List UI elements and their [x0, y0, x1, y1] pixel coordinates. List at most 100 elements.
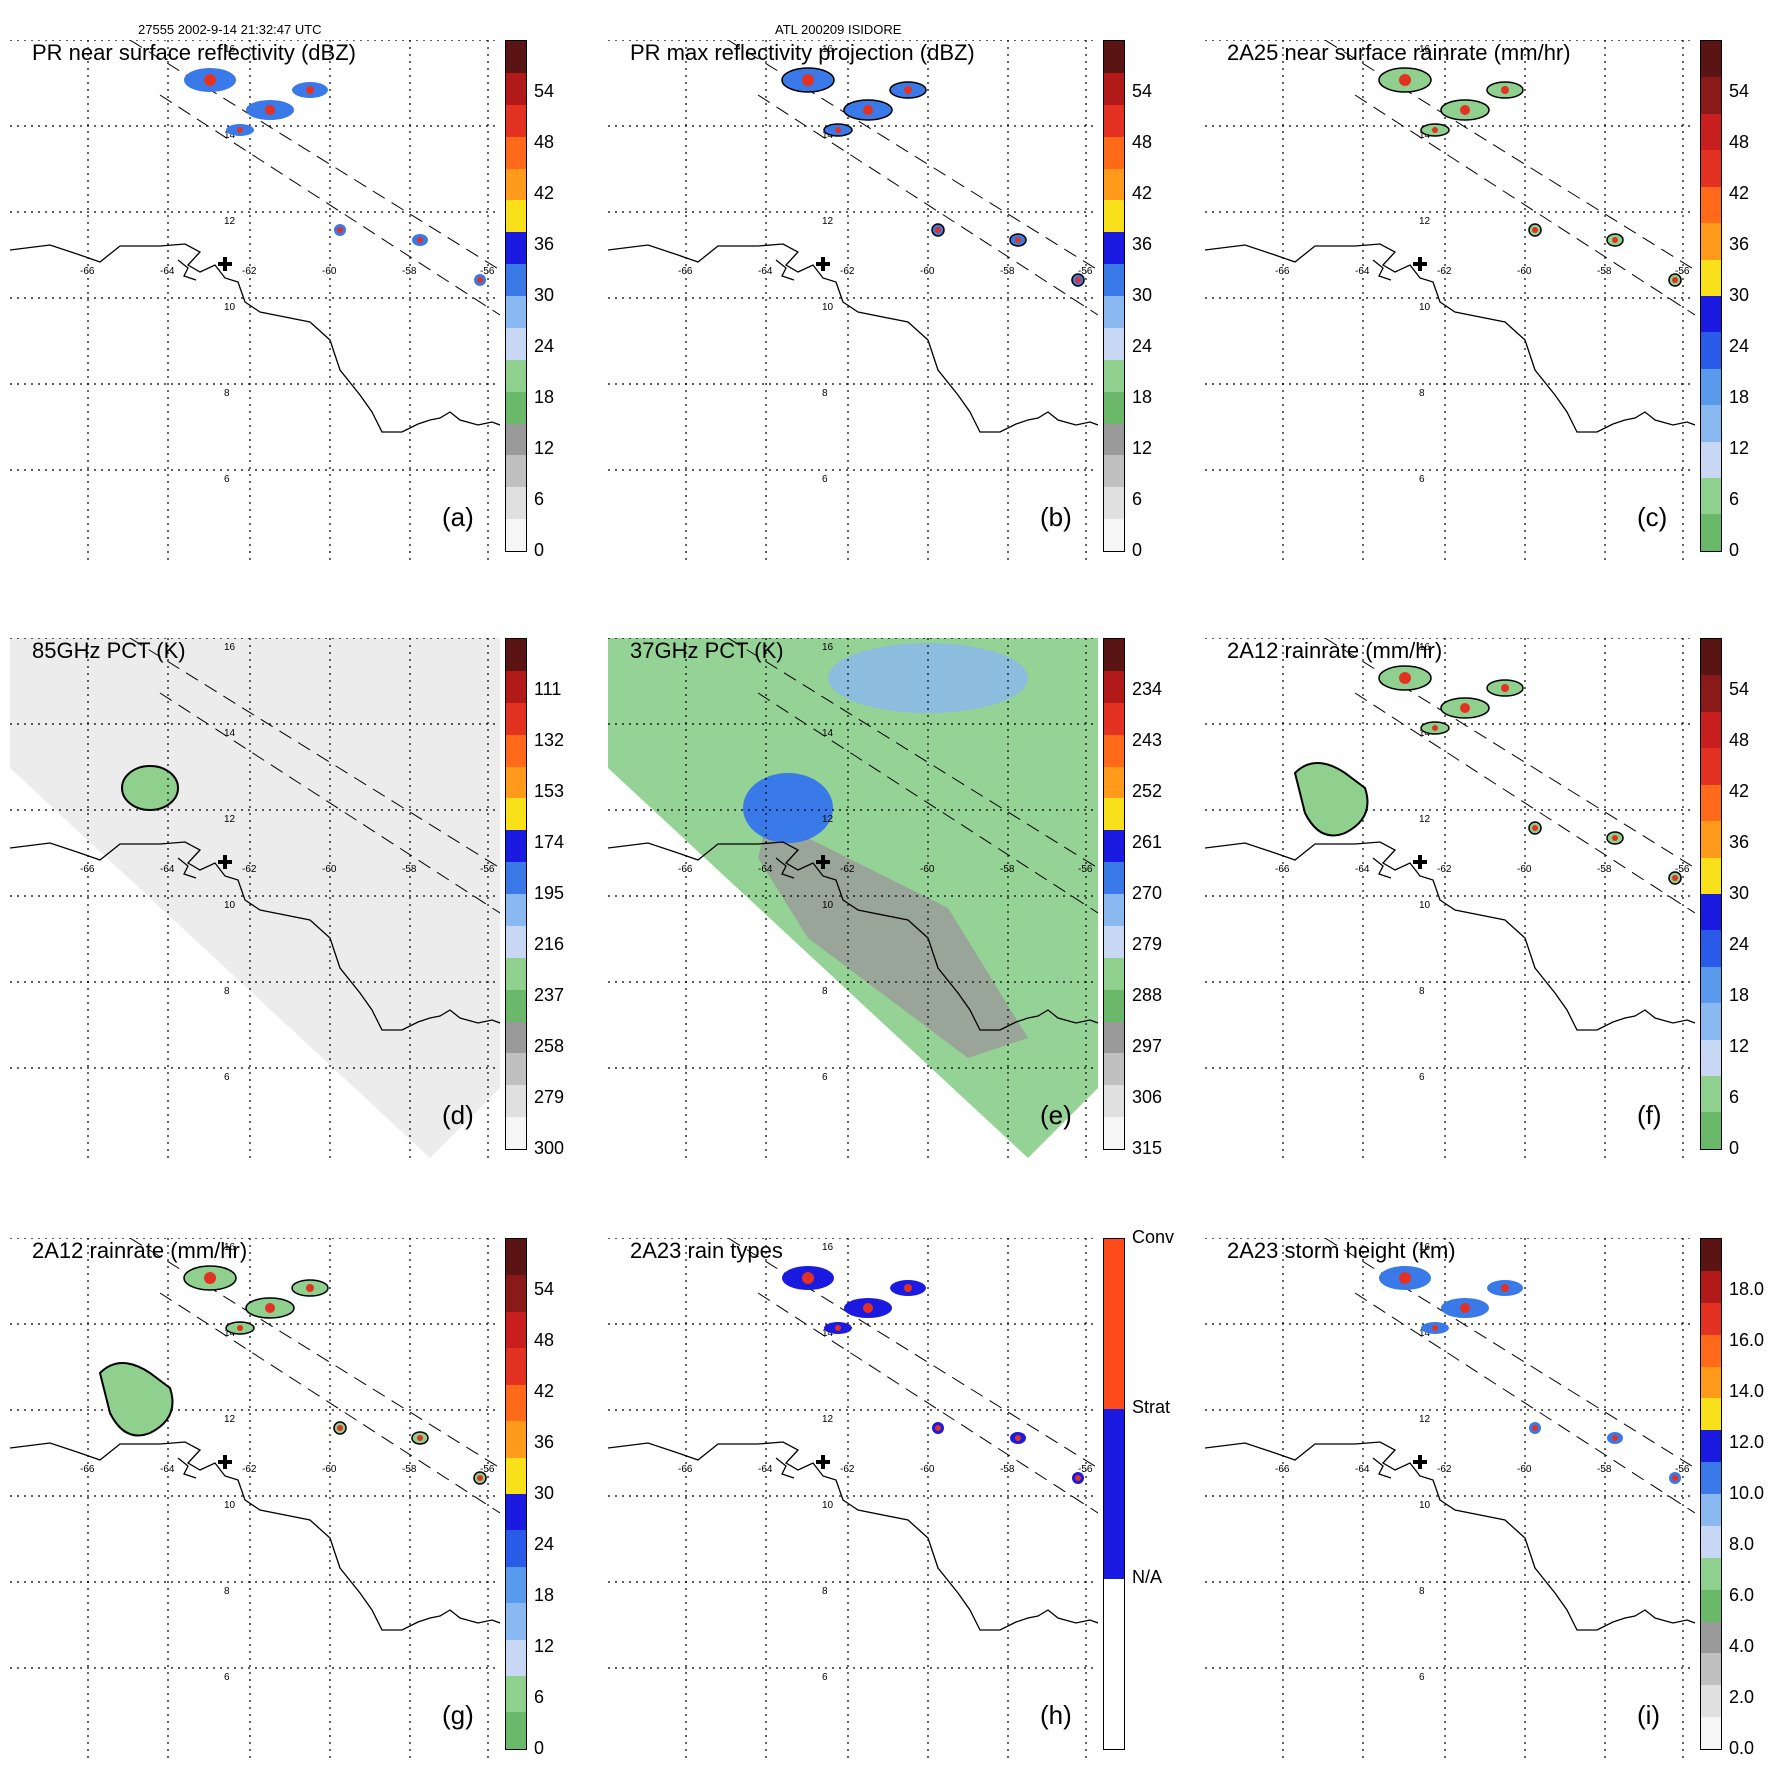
panel-title: 2A25 near surface rainrate (mm/hr)	[1227, 40, 1571, 65]
core-cell	[1399, 74, 1411, 86]
colorbar-swatch	[1701, 748, 1721, 785]
colorbar-swatch	[506, 894, 526, 926]
colorbar-swatch	[1104, 327, 1124, 360]
panel-title: 2A23 storm height (km)	[1227, 1238, 1456, 1263]
colorbar-swatch	[1701, 368, 1721, 406]
lon-label: -56	[480, 864, 495, 875]
core-cell	[337, 227, 343, 233]
coastline	[1205, 243, 1695, 433]
lon-label: -56	[1078, 1464, 1093, 1475]
panel-title: 2A23 rain types	[630, 1238, 783, 1263]
core-cell	[237, 1325, 243, 1331]
colorbar-tick-label: 16.0	[1729, 1330, 1765, 1350]
panel-title: 85GHz PCT (K)	[32, 638, 186, 663]
colorbar-swatch	[1701, 675, 1721, 712]
colorbar-tick-label: 234	[1132, 679, 1163, 699]
colorbar-tick-label: 0	[1729, 540, 1740, 560]
colorbar-tick-label: 18.0	[1729, 1279, 1765, 1299]
lon-label: -64	[1355, 266, 1370, 277]
colorbar-swatch	[1701, 223, 1721, 260]
storm-center-marker	[218, 1455, 232, 1469]
colorbar-swatch	[1104, 957, 1124, 990]
core-cell	[204, 1272, 216, 1284]
map-f: -66 -64 -62 -60 -58 -56 16 14 12 10 8 6	[1205, 638, 1695, 1158]
colorbar-swatch	[506, 702, 526, 735]
lon-label: -62	[840, 266, 855, 277]
colorbar-swatch	[506, 359, 526, 392]
colorbar-swatch	[1104, 232, 1124, 265]
colorbar-swatch	[506, 1239, 526, 1276]
colorbar-tick-label: 132	[534, 730, 565, 750]
lat-label: 6	[822, 1672, 828, 1683]
colorbar-swatch	[1104, 1579, 1124, 1749]
colorbar-tick-label: 36	[1132, 234, 1153, 254]
core-cell	[904, 1284, 912, 1292]
lat-label: 6	[224, 1072, 230, 1083]
lon-label: -58	[402, 864, 417, 875]
lat-label: 8	[822, 986, 828, 997]
core-cell	[1399, 672, 1411, 684]
colorbar-swatch	[1701, 186, 1721, 224]
colorbar-tick-label: 0	[1132, 540, 1143, 560]
colorbar-tick-label: 48	[1729, 132, 1750, 152]
colorbar-tick-label: 12	[1729, 1036, 1750, 1056]
core-cell	[204, 74, 216, 86]
lat-label: 16	[224, 44, 236, 55]
colorbar-tick-label: 18	[1729, 985, 1750, 1005]
panel-b: -66 -64 -62 -60 -58 -56 16 14 12 10 8 6 PR max refle…	[608, 40, 1168, 560]
core-cell	[863, 105, 873, 115]
lat-label: 16	[822, 642, 834, 653]
core-cell	[935, 227, 941, 233]
colorbar-swatch	[1104, 989, 1124, 1022]
colorbar-swatch	[506, 232, 526, 265]
panel-letter: (d)	[442, 1100, 474, 1130]
colorbar-swatch	[1104, 702, 1124, 735]
lon-label: -62	[242, 266, 257, 277]
panel-title: 2A12 rainrate (mm/hr)	[1227, 638, 1443, 663]
lat-label: 12	[224, 814, 236, 825]
lat-label: 8	[224, 388, 230, 399]
core-cell	[417, 1435, 423, 1441]
tmi-swath	[10, 638, 500, 1158]
lon-label: -58	[1000, 864, 1015, 875]
map-e: -66 -64 -62 -60 -58 -56 16 14 12 10 8 6	[608, 638, 1098, 1158]
colorbar-tick-label: 237	[534, 985, 565, 1005]
colorbar-swatch	[506, 104, 526, 137]
map-c: -66 -64 -62 -60 -58 -56 16 14 12 10 8 6	[1205, 40, 1695, 560]
lon-label: -62	[1437, 864, 1452, 875]
map-a: -66 -64 -62 -60 -58 -56 16 14 12 10 8 6	[10, 40, 500, 560]
core-cell	[1015, 237, 1021, 243]
colorbar-swatch	[1701, 1685, 1721, 1718]
colorbar-swatch	[1701, 1270, 1721, 1303]
colorbar-swatch	[506, 1676, 526, 1713]
core-cell	[306, 1284, 314, 1292]
colorbar-tick-label: 12	[534, 1636, 555, 1656]
colorbar-swatch	[506, 136, 526, 169]
colorbar-swatch	[1104, 925, 1124, 958]
colorbar-tick-label: 261	[1132, 832, 1163, 852]
panel-f: -66 -64 -62 -60 -58 -56 16 14 12 10 8 6 2A12 rainrat…	[1205, 638, 1765, 1158]
storm-center-marker	[816, 257, 830, 271]
core-cell	[1612, 835, 1618, 841]
colorbar-swatch	[1701, 441, 1721, 479]
lat-label: 12	[224, 1414, 236, 1425]
panel-letter: (i)	[1637, 1700, 1661, 1730]
lat-label: 12	[224, 216, 236, 227]
lat-label: 10	[1419, 1500, 1431, 1511]
colorbar	[1700, 40, 1722, 552]
colorbar-swatch	[506, 798, 526, 831]
storm-center-marker	[1413, 855, 1427, 869]
colorbar-tick-label: 30	[1132, 285, 1153, 305]
lat-label: 10	[224, 900, 236, 911]
colorbar-swatch	[1701, 1653, 1721, 1686]
lon-label: -66	[1275, 266, 1290, 277]
colorbar-tick-label: 48	[1729, 730, 1750, 750]
colorbar-tick-label: 30	[534, 285, 555, 305]
swath-edge	[159, 94, 500, 316]
colorbar-tick-label: 8.0	[1729, 1534, 1755, 1554]
lon-label: -62	[242, 1464, 257, 1475]
colorbar	[1103, 40, 1125, 552]
lat-label: 16	[822, 1242, 834, 1253]
colorbar-swatch	[1104, 41, 1124, 73]
colorbar-swatch	[1104, 487, 1124, 520]
